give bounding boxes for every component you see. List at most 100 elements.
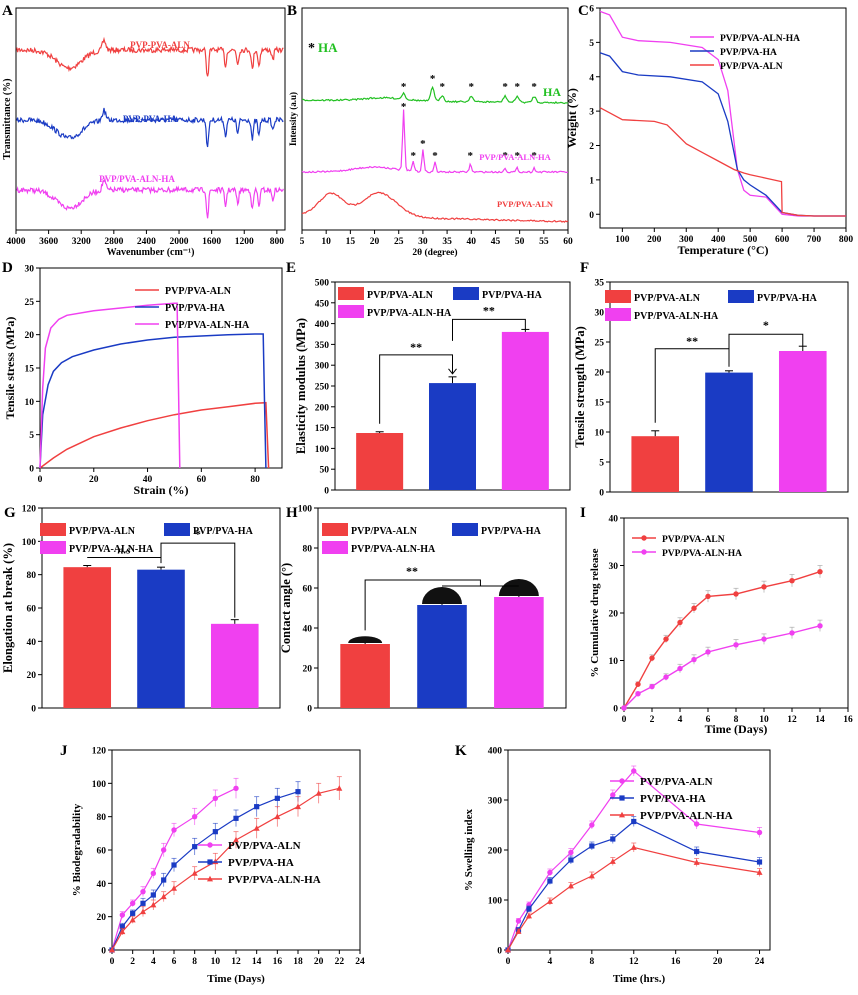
x-tick-label: 3600 [39,237,58,247]
legend-label: PVP/PVA-HA [481,526,542,537]
legend-swatch [338,305,364,318]
legend-label: PVP/PVA-ALN-HA [640,810,733,822]
panel-j: 0 2 4 6 8 10 12 14 16 18 20 22 24020406080100120Time… [71,747,365,986]
series-line [111,787,237,951]
significance-bracket [452,318,526,341]
legend-marker [619,778,625,784]
data-point [233,785,239,792]
data-point [129,900,136,907]
x-tick-label: 8 [734,715,739,725]
legend-swatch [605,308,631,321]
plot-frame [15,7,286,231]
series-line [16,177,284,219]
series-line [301,85,569,105]
x-tick-label: 700 [807,235,822,245]
legend-label: PVP/PVA-HA [228,857,294,869]
panel-label-h: H [286,505,298,521]
panel-g: 0 20 40 60 80 100 120 Elongation at break (%) PV… [1,505,281,715]
legend-label: PVP/PVA-HA [482,290,543,301]
significance-bracket [364,579,519,631]
y-axis-label: % Biodegradability [71,803,83,896]
data-point [191,870,198,876]
y-tick-label: 30 [595,309,605,319]
plot-frame [623,517,849,709]
x-tick-label: 16 [671,957,681,967]
legend-label: PVP/PVA-ALN [69,526,136,537]
droplet-image [422,587,462,604]
data-point [161,877,167,883]
legend-marker [641,535,647,541]
data-point [525,912,532,919]
series-line [507,820,760,951]
data-point [761,584,767,590]
data-point [610,792,616,798]
data-point [817,568,823,575]
significance-label: n.s [118,545,131,557]
significance-label: * [763,318,769,332]
data-point [621,705,627,711]
y-tick-label: 0 [589,211,594,221]
panel-label-i: I [580,505,586,521]
data-point [295,803,301,810]
data-point [631,768,637,774]
data-point [663,674,669,680]
y-tick-label: 120 [22,505,37,515]
legend-label: PVP/PVA-ALN [228,840,301,852]
y-tick-label: 20 [595,369,605,379]
x-tick-label: 0 [506,957,511,967]
x-tick-label: 40 [143,475,153,485]
y-axis-label: Intensity (a.u) [288,92,298,146]
x-tick-label: 1200 [235,237,254,247]
data-point [140,908,146,915]
panel-label-g: G [4,505,16,521]
data-point [119,912,126,918]
significance-label: ** [483,303,495,317]
series-line [16,107,284,148]
legend-marker [619,795,625,801]
y-tick-label: 20 [25,331,35,341]
data-point [233,815,239,821]
legend-label: PVP/PVA-ALN [367,290,434,301]
panel-d: 0 20 40 60 80 0 5 10 15 20 25 30 Strain (%) Tensile s… [3,265,283,497]
series-line [623,625,821,709]
data-point [274,813,281,820]
legend-label: PVP/PVA-HA [165,303,226,314]
legend-swatch [322,541,348,554]
x-tick-label: 6 [172,957,177,967]
x-tick-label: 5 [300,237,305,247]
peak-marker: * [531,81,537,93]
y-tick-label: 80 [97,813,107,823]
peak-marker: * [502,150,508,162]
y-tick-label: 450 [315,299,330,309]
y-tick-label: 100 [315,445,330,455]
x-tick-label: 0 [110,957,115,967]
bar [429,383,476,490]
data-point [233,836,239,843]
x-tick-label: 10 [321,237,331,247]
x-tick-label: 60 [197,475,207,485]
x-tick-label: 45 [491,237,501,247]
series-line [111,791,299,951]
x-tick-label: 80 [250,475,260,485]
data-point [635,691,641,697]
legend-label: PVP/PVA-ALN-HA [69,544,154,555]
legend-label: PVP/PVA-HA [720,48,777,58]
panel-i: 0 2 4 6 8 10 12 14 16 0 10 20 30 40 Time (Days) % Cumul… [589,515,853,737]
y-tick-label: 400 [315,320,330,330]
y-tick-label: 60 [303,585,313,595]
x-tick-label: 800 [270,237,285,247]
data-point [547,878,553,884]
panel-label-c: C [578,3,589,19]
y-axis-label: Tensile stress (MPa) [3,317,17,420]
x-tick-label: 30 [418,237,428,247]
y-tick-label: 80 [303,545,313,555]
y-tick-label: 50 [320,466,330,476]
peak-marker: * [401,81,407,93]
panel-h: 0 20 40 60 80 100 Contact angle (°) PVP/PVA-ALN… [279,505,567,715]
data-point [677,665,683,672]
series-label: PVP/PVA-ALN [497,199,554,209]
legend-swatch [40,523,66,536]
y-tick-label: 20 [27,671,37,681]
x-axis-label: Time (hrs.) [613,973,666,985]
legend-swatch [728,290,754,303]
